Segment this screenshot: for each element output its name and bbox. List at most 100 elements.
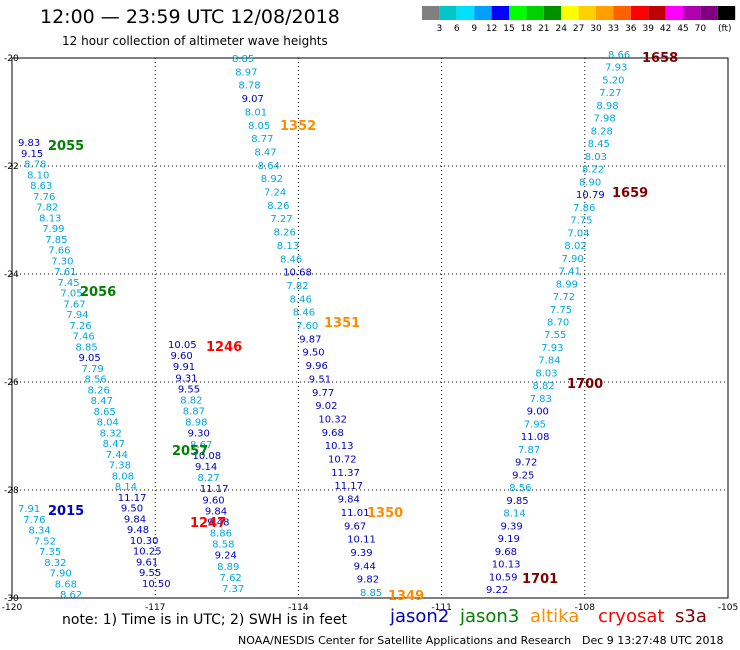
- wave-height-value: 9.48: [127, 525, 149, 536]
- wave-height-value: 9.85: [506, 496, 528, 507]
- map-frame: [11, 57, 729, 599]
- wave-height-value: 8.13: [39, 213, 61, 224]
- wave-height-value: 8.70: [547, 318, 569, 329]
- wave-height-value: 10.59: [489, 572, 518, 583]
- legend-swatch: [648, 6, 666, 20]
- wave-height-value: 7.24: [264, 188, 286, 199]
- legend-unit: (ft): [718, 24, 732, 34]
- wave-height-value: 10.11: [347, 535, 376, 546]
- wave-height-value: 8.46: [280, 254, 302, 265]
- legend-label: 36: [625, 24, 637, 34]
- wave-height-value: 9.19: [498, 534, 520, 545]
- wave-height-value: 8.03: [535, 368, 557, 379]
- wave-height-value: 7.27: [270, 214, 292, 225]
- pass-time-label: 1349: [388, 589, 424, 604]
- legend-swatch: [613, 6, 631, 20]
- wave-height-value: 8.45: [588, 139, 610, 150]
- wave-height-value: 7.60: [296, 321, 318, 332]
- wave-height-value: 8.34: [29, 526, 51, 537]
- wave-height-value: 9.50: [302, 348, 324, 359]
- wave-height-value: 7.62: [220, 573, 242, 584]
- wave-height-value: 7.83: [530, 394, 552, 405]
- wave-height-value: 7.66: [48, 246, 70, 257]
- pass-time-label: 1700: [567, 377, 603, 392]
- wave-height-value: 8.22: [582, 165, 604, 176]
- wave-height-value: 9.30: [188, 429, 210, 440]
- wave-height-value: 8.10: [27, 170, 49, 181]
- legend-swatch: [683, 6, 701, 20]
- legend-swatch: [509, 6, 527, 20]
- lon-label: -114: [288, 603, 309, 613]
- wave-height-value: 7.52: [34, 536, 56, 547]
- legend-label: 42: [660, 24, 671, 34]
- wave-height-value: 7.04: [567, 228, 589, 239]
- wave-height-value: 7.85: [45, 235, 67, 246]
- wave-height-value: 8.56: [509, 483, 531, 494]
- wave-height-value: 8.78: [238, 81, 260, 92]
- wave-height-value: 7.82: [36, 203, 58, 214]
- wave-height-value: 9.72: [515, 458, 537, 469]
- wave-height-value: 11.37: [331, 468, 360, 479]
- wave-height-value: 8.47: [91, 396, 113, 407]
- wave-height-value: 8.77: [251, 134, 273, 145]
- legend-swatch: [474, 6, 492, 20]
- wave-height-value: 8.99: [556, 279, 578, 290]
- wave-height-value: 8.67: [190, 440, 212, 451]
- wave-height-value: 8.92: [261, 174, 283, 185]
- legend-swatch: [422, 6, 440, 20]
- wave-height-value: 9.48: [207, 517, 229, 528]
- wave-height-value: 7.41: [559, 267, 581, 278]
- wave-height-value: 8.82: [532, 381, 554, 392]
- altimeter-tracks: 9.839.158.788.108.637.767.828.137.997.85…: [18, 50, 630, 601]
- wave-height-value: 7.90: [562, 254, 584, 265]
- legend-label: 21: [538, 24, 549, 34]
- pass-time-label: 2055: [48, 139, 84, 154]
- wave-height-value: 9.60: [170, 351, 192, 362]
- wave-height-value: 10.32: [318, 414, 347, 425]
- pass-time-label: 1246: [206, 340, 242, 355]
- wave-height-value: 11.01: [341, 508, 370, 519]
- wave-height-value: 7.72: [553, 292, 575, 303]
- satellite-cryosat: cryosat: [598, 606, 665, 627]
- pass-time-label: 1701: [522, 572, 558, 587]
- wave-height-value: 9.67: [344, 521, 366, 532]
- legend-label: 15: [503, 24, 514, 34]
- wave-height-value: 8.85: [360, 588, 382, 599]
- wave-height-value: 7.87: [518, 445, 540, 456]
- page-title: 12:00 — 23:59 UTC 12/08/2018: [40, 6, 340, 28]
- wave-height-value: 8.85: [232, 54, 254, 65]
- wave-height-value: 8.58: [212, 540, 234, 551]
- footer-note: note: 1) Time is in UTC; 2) SWH is in fe…: [62, 612, 348, 628]
- wave-height-value: 9.60: [202, 495, 224, 506]
- wave-height-value: 7.91: [18, 504, 40, 515]
- wave-height-value: 8.32: [44, 558, 66, 569]
- wave-height-value: 8.27: [197, 473, 219, 484]
- wave-height-value: 9.00: [527, 407, 549, 418]
- lon-label: -117: [145, 603, 165, 613]
- wave-height-value: 8.46: [290, 294, 312, 305]
- wave-height-value: 9.44: [354, 561, 376, 572]
- wave-height-value: 9.39: [350, 548, 372, 559]
- wave-height-value: 11.17: [118, 493, 147, 504]
- wave-height-value: 8.98: [185, 418, 207, 429]
- wave-height-value: 9.39: [501, 521, 523, 532]
- wave-height-value: 9.07: [242, 94, 264, 105]
- wave-height-value: 7.38: [109, 461, 131, 472]
- wave-height-value: 8.89: [217, 562, 239, 573]
- track-c: 7.917.768.347.527.358.327.908.688.62: [18, 504, 82, 601]
- wave-height-value: 8.04: [97, 418, 119, 429]
- pass-time-label: 1658: [642, 51, 678, 66]
- satellite-jason2: jason2: [390, 606, 450, 627]
- wave-height-value: 7.82: [286, 281, 308, 292]
- wave-height-value: 9.25: [512, 470, 534, 481]
- legend-label: 39: [642, 24, 654, 34]
- pass-time-label: 1351: [324, 316, 360, 331]
- wave-height-value: 9.24: [215, 551, 237, 562]
- wave-height-value: 7.76: [33, 192, 55, 203]
- legend-label: 27: [573, 24, 584, 34]
- pass-time-label: 1350: [367, 506, 403, 521]
- track-a: 9.839.158.788.108.637.767.828.137.997.85…: [18, 138, 171, 590]
- legend-swatch: [561, 6, 579, 20]
- wave-height-value: 9.51: [309, 374, 331, 385]
